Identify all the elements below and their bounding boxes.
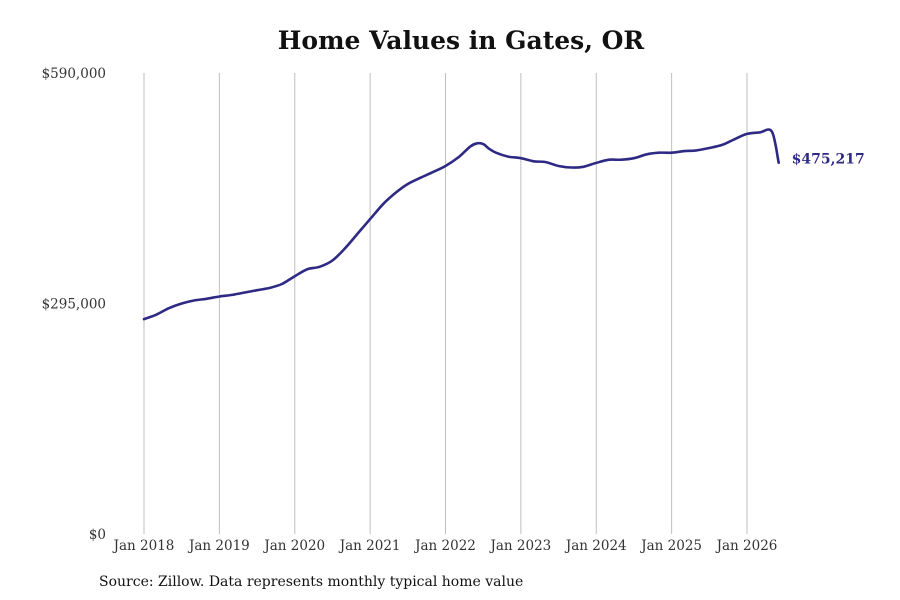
x-tick-label-5: Jan 2022	[413, 538, 476, 554]
y-tick-label-1: $0	[89, 527, 106, 543]
x-axis-ticks: Jan 2018 Jan 2019 Jan 2020 Jan 2021 Jan 2022…	[112, 538, 778, 554]
x-tick-label-8: Jan 2025	[639, 538, 702, 554]
x-tick-label-7: Jan 2024	[564, 538, 627, 554]
gridlines	[143, 73, 748, 534]
series-layer: $475,217	[142, 128, 865, 321]
chart-title: Home Values in Gates, OR	[277, 26, 645, 55]
x-tick-label-1: Jan 2018	[112, 538, 175, 554]
series-line	[142, 128, 780, 321]
y-tick-label-2: $295,000	[42, 297, 106, 313]
end-value-label: $475,217	[792, 152, 865, 168]
source-note: Source: Zillow. Data represents monthly …	[99, 574, 524, 590]
x-tick-label-4: Jan 2021	[338, 538, 401, 554]
x-tick-label-6: Jan 2023	[488, 538, 551, 554]
y-axis-ticks: $0 $295,000 $590,000	[42, 66, 106, 543]
x-tick-label-9: Jan 2026	[715, 538, 778, 554]
y-tick-label-3: $590,000	[42, 66, 106, 82]
x-tick-label-2: Jan 2019	[187, 538, 250, 554]
x-tick-label-3: Jan 2020	[262, 538, 325, 554]
